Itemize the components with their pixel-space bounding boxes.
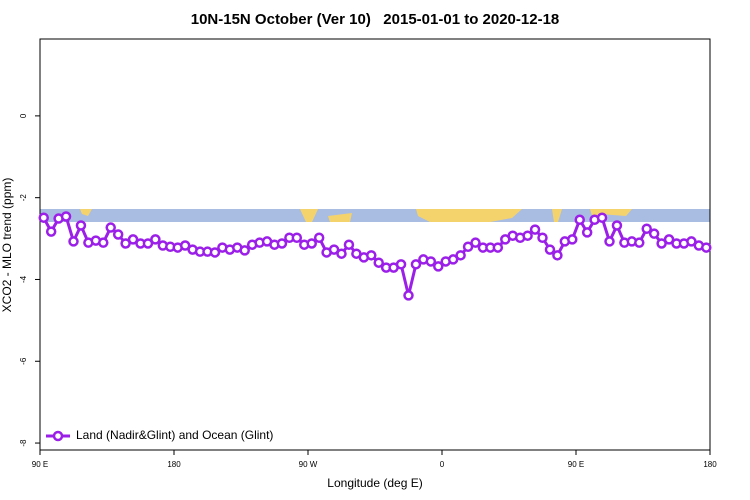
data-point: [574, 214, 585, 226]
data-point: [425, 256, 437, 267]
data-point: [567, 234, 578, 245]
data-point: [395, 259, 407, 270]
data-point: [656, 238, 667, 249]
data-point: [596, 212, 608, 223]
data-point: [38, 212, 49, 223]
data-point: [313, 232, 325, 244]
data-point: [537, 232, 548, 244]
x-tick-label: 0: [440, 460, 445, 469]
data-point: [581, 227, 593, 238]
chart-title: 10N-15N October (Ver 10) 2015-01-01 to 2…: [191, 11, 560, 28]
y-tick-label: -2: [19, 194, 28, 202]
legend-marker: [52, 430, 64, 442]
data-point: [45, 226, 57, 237]
data-point: [179, 240, 191, 251]
data-point: [276, 238, 288, 249]
data-point: [462, 241, 474, 252]
data-point: [522, 230, 533, 241]
x-tick-label: 180: [167, 460, 181, 469]
data-point: [120, 238, 131, 249]
data-point: [641, 223, 652, 235]
y-tick-label: 0: [19, 113, 28, 118]
data-point: [492, 242, 504, 253]
data-point: [552, 250, 563, 261]
data-point: [611, 220, 623, 231]
data-point: [403, 290, 414, 301]
data-point: [127, 234, 139, 245]
data-point: [336, 248, 347, 259]
data-point: [634, 237, 645, 248]
data-point: [112, 229, 124, 240]
data-point: [150, 234, 161, 245]
map-strip: [40, 209, 710, 222]
data-point: [648, 228, 660, 239]
y-tick-label: -6: [19, 357, 28, 365]
data-point: [447, 254, 459, 265]
data-point: [60, 211, 72, 222]
data-point: [239, 245, 250, 256]
data-point: [98, 237, 109, 248]
data-point: [142, 238, 154, 249]
data-point: [291, 232, 303, 244]
data-point: [366, 250, 377, 261]
data-point: [455, 250, 466, 261]
data-point: [604, 236, 615, 247]
x-tick-label: 90 E: [568, 460, 584, 469]
data-point: [686, 236, 697, 247]
x-tick-label: 180: [703, 460, 717, 469]
data-point: [663, 234, 675, 245]
data-point: [529, 224, 541, 235]
data-point: [343, 239, 355, 250]
data-point: [701, 242, 712, 253]
data-point: [75, 220, 87, 231]
data-point: [470, 237, 481, 248]
x-tick-label: 90 E: [32, 460, 48, 469]
legend-label: Land (Nadir&Glint) and Ocean (Glint): [76, 428, 273, 442]
x-tick-label: 90 W: [299, 460, 318, 469]
data-point: [544, 244, 556, 255]
data-point: [105, 222, 116, 233]
y-axis-label: XCO2 - MLO trend (ppm): [0, 178, 14, 313]
y-tick-label: -8: [19, 439, 28, 447]
x-axis-label: Longitude (deg E): [327, 476, 422, 490]
data-point: [373, 257, 384, 268]
data-point: [328, 244, 340, 255]
y-tick-label: -4: [19, 275, 28, 283]
data-point: [306, 238, 317, 249]
data-point: [68, 236, 79, 247]
data-point: [209, 247, 221, 258]
data-point: [433, 261, 444, 272]
data-point: [410, 259, 422, 270]
